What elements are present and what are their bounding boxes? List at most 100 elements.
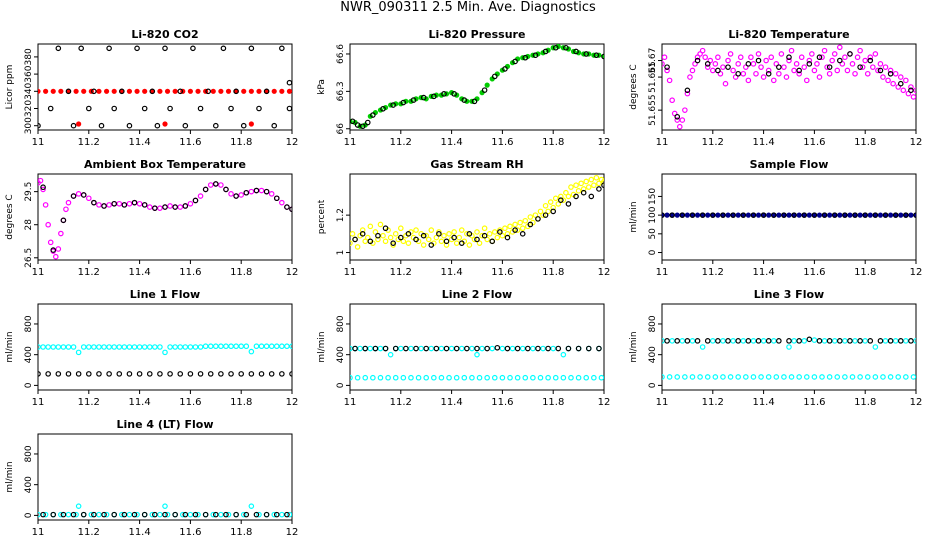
line-4-lt-flow-xtick-label: 11 bbox=[32, 527, 45, 538]
li820-co2-black-point bbox=[279, 45, 285, 52]
sample-flow-black-point bbox=[750, 212, 757, 218]
li820-pressure-xtick-label: 11.6 bbox=[491, 137, 513, 148]
gas-stream-rh-yellow-point bbox=[593, 174, 600, 181]
line-3-flow-cyan-point bbox=[750, 374, 757, 380]
li820-pressure-xtick-label: 11 bbox=[344, 137, 357, 148]
ambient-box-temperature-magenta-point bbox=[177, 204, 184, 210]
ambient-box-temperature-plot-frame bbox=[37, 173, 293, 261]
li820-temperature-magenta-point bbox=[801, 64, 808, 70]
li820-co2-black-point bbox=[205, 88, 211, 95]
line-1-flow-cyan-point bbox=[207, 343, 214, 350]
li820-pressure-black-point bbox=[370, 112, 376, 118]
line-2-flow-cyan-point bbox=[431, 374, 437, 381]
li820-pressure-black-point bbox=[532, 52, 539, 59]
ambient-box-temperature-magenta-point bbox=[187, 200, 194, 207]
sample-flow-title: Sample Flow bbox=[750, 158, 829, 171]
line-3-flow-ytick-label: 0 bbox=[648, 382, 658, 388]
line-1-flow-cyan-point bbox=[146, 344, 153, 350]
ambient-box-temperature-magenta-point bbox=[279, 199, 285, 206]
line-4-lt-flow-cyan-point bbox=[164, 511, 171, 518]
line-2-flow-ytick-label: 800 bbox=[336, 315, 346, 332]
li820-temperature-ytick-label: 51.655 bbox=[648, 94, 658, 126]
line-3-flow-cyan-point bbox=[826, 374, 833, 380]
line-1-flow-cyan-point bbox=[263, 343, 270, 350]
li820-pressure-ylabel: kPa bbox=[317, 79, 327, 95]
chart-sample-flow: Sample Flow ml/min 11 11.2 11.4 11.6 11.8 12 0 50… bbox=[629, 158, 922, 278]
li820-temperature-magenta bbox=[662, 44, 916, 130]
line-4-lt-flow-cyan-point bbox=[103, 511, 110, 518]
line-1-flow-cyan-point bbox=[223, 343, 229, 350]
sample-flow-xtick-label: 11 bbox=[656, 267, 669, 278]
li820-temperature-magenta-point bbox=[664, 67, 670, 74]
line-1-flow-cyan-point bbox=[202, 343, 209, 350]
figure-title: NWR_090311 2.5 Min. Ave. Diagnostics bbox=[340, 0, 596, 15]
line-2-flow-cyan-point bbox=[568, 374, 574, 381]
line-4-lt-flow-cyan-point bbox=[58, 511, 64, 518]
gas-stream-rh-yellow-point bbox=[433, 234, 440, 241]
li820-pressure-black-point bbox=[364, 119, 371, 126]
li820-temperature-black bbox=[664, 51, 914, 120]
line-4-lt-flow-black-point bbox=[243, 511, 250, 518]
line-3-flow-black-point bbox=[847, 338, 853, 344]
li820-temperature-magenta-point bbox=[875, 67, 881, 74]
line-4-lt-flow-cyan-point bbox=[126, 511, 133, 518]
line-3-flow-cyan-point bbox=[880, 374, 886, 380]
line-3-flow-black-point bbox=[776, 338, 782, 344]
line-1-flow-cyan bbox=[38, 343, 292, 356]
line-2-flow-cyan-point bbox=[469, 374, 475, 381]
line-1-flow-points bbox=[38, 343, 292, 377]
li820-temperature-magenta-point bbox=[748, 54, 754, 61]
line-4-lt-flow-cyan-point bbox=[73, 511, 79, 518]
line-1-flow-cyan-point bbox=[279, 343, 285, 350]
li820-temperature-magenta-point bbox=[679, 117, 686, 123]
li820-temperature-black-point bbox=[867, 57, 874, 64]
li820-pressure-black-point bbox=[441, 91, 447, 97]
ambient-box-temperature-magenta bbox=[38, 177, 292, 260]
gas-stream-rh-yellow-point bbox=[354, 244, 361, 250]
sample-flow-xtick-label: 11.2 bbox=[702, 267, 724, 278]
line-2-flow-cyan-point bbox=[448, 345, 455, 352]
li820-temperature-magenta-point bbox=[669, 97, 675, 104]
li820-temperature-magenta-point bbox=[854, 54, 861, 61]
line-3-flow-cyan-point bbox=[791, 338, 797, 344]
li820-co2-red-point bbox=[96, 88, 102, 94]
li820-co2-black-point bbox=[38, 122, 41, 129]
line-3-flow-cyan-point bbox=[849, 374, 856, 380]
li820-temperature-magenta-point bbox=[836, 44, 843, 51]
li820-temperature-magenta-point bbox=[662, 61, 665, 67]
ambient-box-temperature-black-point bbox=[213, 181, 219, 187]
gas-stream-rh-black-point bbox=[405, 231, 412, 237]
gas-stream-rh-yellow-point bbox=[555, 201, 562, 207]
line-1-flow-ytick-label: 800 bbox=[24, 315, 34, 332]
ambient-box-temperature-magenta-point bbox=[218, 182, 224, 188]
li820-temperature-xtick-label: 11.4 bbox=[752, 137, 774, 148]
sample-flow-navy-point bbox=[735, 212, 741, 218]
li820-temperature-magenta-point bbox=[803, 77, 810, 84]
ambient-box-temperature-magenta-point bbox=[47, 239, 54, 246]
li820-co2-red bbox=[38, 88, 292, 127]
line-4-lt-flow-xtick-label: 12 bbox=[286, 527, 299, 538]
sample-flow-black-point bbox=[720, 212, 726, 218]
sample-flow-navy-point bbox=[684, 212, 691, 218]
gas-stream-rh-yellow-point bbox=[428, 227, 435, 233]
gas-stream-rh-yellow-point bbox=[484, 236, 490, 243]
li820-co2-red-point bbox=[76, 121, 82, 127]
line-2-flow-black-point bbox=[555, 345, 562, 352]
li820-pressure-black-point bbox=[461, 97, 468, 103]
gas-stream-rh-yellow-point bbox=[580, 186, 587, 192]
ambient-box-temperature-magenta-point bbox=[45, 221, 51, 228]
line-4-lt-flow-plot-frame bbox=[37, 433, 293, 521]
line-2-flow-cyan-point bbox=[385, 374, 391, 381]
gas-stream-rh-black-point bbox=[497, 229, 503, 235]
line-4-lt-flow-ytick-label: 400 bbox=[24, 476, 34, 493]
li820-pressure-black-point bbox=[400, 99, 407, 106]
gas-stream-rh-yellow-point bbox=[512, 221, 518, 228]
ambient-box-temperature-black-point bbox=[60, 217, 67, 224]
sample-flow-navy-point bbox=[755, 212, 762, 218]
ambient-box-temperature-magenta-point bbox=[55, 246, 62, 252]
sample-flow-navy-point bbox=[694, 212, 701, 218]
line-3-flow-cyan-point bbox=[674, 374, 681, 380]
line-3-flow-cyan-point bbox=[796, 374, 802, 380]
li820-temperature-magenta-point bbox=[730, 67, 736, 74]
line-1-flow-black-point bbox=[177, 371, 184, 377]
